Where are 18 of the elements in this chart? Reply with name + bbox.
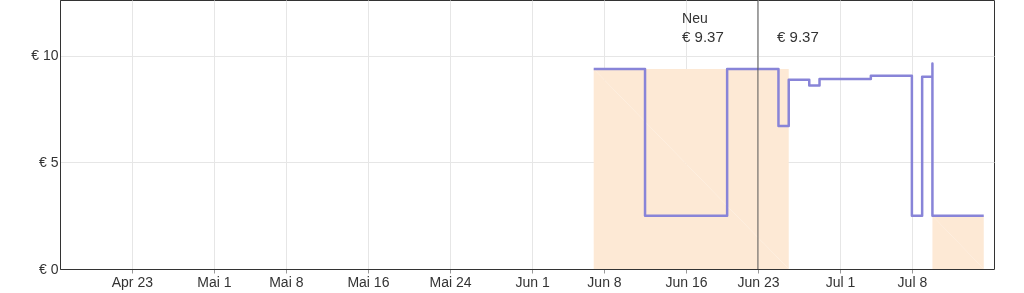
line-series: [592, 62, 985, 217]
annotation: € 9.37: [777, 27, 819, 45]
x-tick-label: Jul 1: [825, 273, 856, 290]
y-tick-label: € 10: [31, 47, 59, 64]
x-tick-label: Jun 23: [737, 273, 780, 290]
annotation: € 9.37: [682, 27, 724, 45]
y-tick-label: € 5: [39, 153, 59, 170]
x-tick-label: Mai 16: [347, 273, 390, 290]
text: Neu: [682, 9, 708, 26]
x-tick-label: Jun 8: [587, 273, 622, 290]
x-tick-label: Jun 1: [515, 273, 550, 290]
y-tick-label: € 0: [39, 260, 59, 277]
x-tick-label: Jun 16: [665, 273, 708, 290]
x-tick-label: Jul 8: [897, 273, 928, 290]
x-tick-label: Mai 1: [197, 273, 232, 290]
x-tick-label: Apr 23: [111, 273, 154, 290]
x-tick-label: Mai 8: [269, 273, 304, 290]
x-tick-label: Mai 24: [429, 273, 472, 290]
